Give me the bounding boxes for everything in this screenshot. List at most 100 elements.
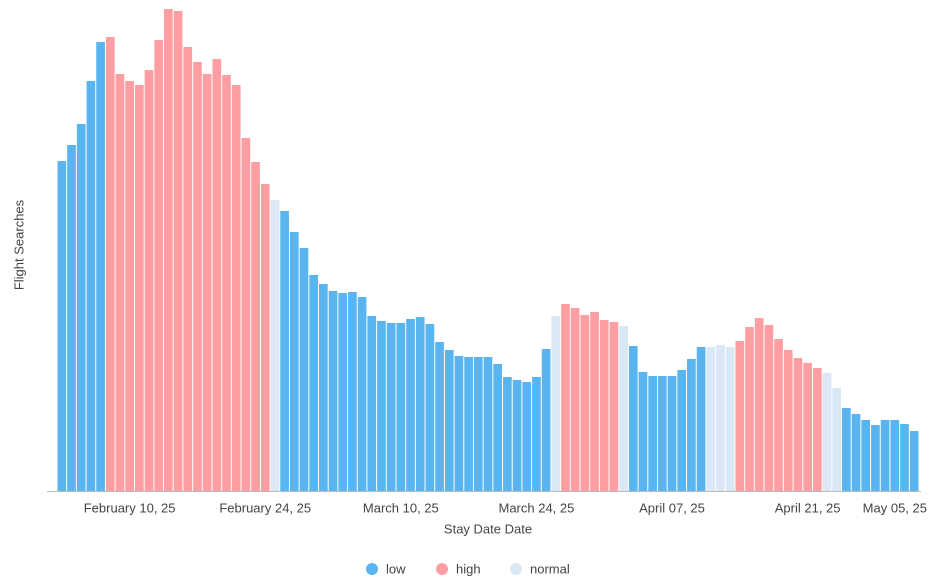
- bar: [880, 420, 890, 491]
- bar: [609, 322, 619, 491]
- bar: [319, 284, 328, 491]
- bar: [541, 349, 551, 491]
- x-axis-title: Stay Date Date: [444, 521, 532, 536]
- bar: [222, 75, 231, 491]
- bar: [522, 382, 532, 491]
- bar: [251, 162, 260, 491]
- bar: [377, 321, 386, 491]
- bar: [822, 373, 832, 491]
- bar: [832, 388, 842, 491]
- bar: [890, 420, 900, 491]
- bar: [202, 74, 212, 491]
- bar: [309, 275, 319, 491]
- bar: [503, 377, 512, 491]
- bar: [338, 293, 348, 491]
- bar: [735, 341, 745, 491]
- bar: [348, 292, 357, 491]
- bar: [183, 47, 193, 491]
- bar: [328, 291, 338, 491]
- bar: [241, 138, 251, 491]
- bar: [590, 312, 599, 491]
- bar: [406, 319, 415, 491]
- bar: [842, 408, 851, 491]
- bar: [212, 59, 222, 491]
- bar: [745, 327, 754, 491]
- x-tick-label: February 24, 25: [219, 500, 311, 515]
- bar: [86, 81, 96, 491]
- x-tick-label: February 10, 25: [84, 500, 176, 515]
- bar: [638, 372, 648, 491]
- bar: [115, 74, 125, 491]
- x-tick-label: April 07, 25: [639, 500, 705, 515]
- bar: [677, 370, 687, 491]
- bar: [473, 357, 483, 491]
- bar: [134, 85, 144, 491]
- bar: [464, 357, 473, 491]
- bar: [493, 364, 503, 491]
- legend-label: high: [456, 561, 481, 576]
- bar: [173, 11, 183, 491]
- bar: [580, 315, 590, 491]
- bar: [425, 324, 435, 491]
- y-axis-title: Flight Searches: [11, 199, 26, 290]
- bar: [871, 425, 880, 491]
- bar: [260, 184, 270, 491]
- bar: [280, 211, 289, 491]
- bar: [483, 357, 493, 491]
- bar: [599, 320, 609, 491]
- bar: [561, 304, 570, 491]
- bar: [270, 200, 280, 491]
- bar: [105, 37, 115, 491]
- bar: [193, 62, 202, 491]
- bar: [164, 9, 173, 491]
- bar: [648, 376, 657, 491]
- bar: [125, 81, 134, 491]
- bar: [435, 342, 444, 491]
- bar: [628, 346, 638, 491]
- bar: [657, 376, 667, 491]
- legend-swatch: [436, 563, 448, 575]
- bar: [812, 368, 822, 491]
- bar: [532, 377, 541, 491]
- bar: [696, 347, 706, 491]
- bar: [803, 363, 812, 491]
- bar: [299, 248, 309, 491]
- legend-label: low: [386, 561, 406, 576]
- bar: [454, 356, 464, 491]
- bar: [774, 339, 783, 491]
- bar: [67, 145, 76, 491]
- bar: [667, 376, 677, 491]
- bar: [861, 420, 871, 491]
- bar: [367, 316, 377, 491]
- bar: [551, 316, 561, 491]
- bar: [725, 347, 735, 491]
- legend-label: normal: [530, 561, 570, 576]
- bar: [909, 431, 919, 491]
- bar: [764, 325, 774, 491]
- bar: [76, 124, 86, 491]
- bar: [386, 323, 396, 491]
- bar: [415, 317, 425, 491]
- bar: [231, 85, 241, 491]
- bar: [716, 345, 725, 491]
- x-tick-label: May 05, 25: [863, 500, 927, 515]
- legend-swatch: [366, 563, 378, 575]
- bar: [619, 326, 628, 491]
- bar: [396, 323, 406, 491]
- bar: [57, 161, 67, 491]
- bar: [793, 358, 803, 491]
- bar: [706, 347, 716, 491]
- bar: [444, 350, 454, 491]
- bar: [570, 308, 580, 491]
- bar: [783, 350, 793, 491]
- bar: [851, 414, 861, 491]
- bar: [154, 40, 164, 491]
- bar: [357, 297, 367, 491]
- bar: [144, 70, 154, 491]
- bar: [96, 42, 105, 491]
- bar: [754, 318, 764, 491]
- legend-swatch: [510, 563, 522, 575]
- x-tick-label: March 24, 25: [498, 500, 574, 515]
